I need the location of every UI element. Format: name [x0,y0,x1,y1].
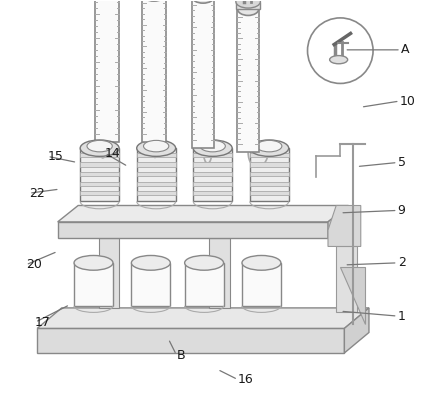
Polygon shape [99,238,119,308]
Ellipse shape [200,141,225,152]
Polygon shape [80,191,119,195]
Polygon shape [193,153,232,157]
Ellipse shape [137,140,175,156]
Ellipse shape [142,0,166,1]
Ellipse shape [132,256,170,270]
Polygon shape [137,172,175,176]
Polygon shape [137,153,175,157]
Polygon shape [250,153,289,157]
Text: 22: 22 [29,187,45,200]
Polygon shape [192,0,214,148]
Polygon shape [193,191,232,195]
Polygon shape [137,162,175,166]
Polygon shape [137,182,175,186]
Ellipse shape [250,140,289,156]
Text: 10: 10 [400,95,416,108]
Polygon shape [80,182,119,186]
Text: B: B [176,349,185,362]
Ellipse shape [236,0,260,8]
Polygon shape [37,308,369,328]
Polygon shape [250,191,289,195]
Polygon shape [193,162,232,166]
Polygon shape [250,162,289,166]
Text: 2: 2 [398,256,405,269]
Ellipse shape [87,141,112,152]
Ellipse shape [74,256,113,270]
Polygon shape [185,263,224,306]
Text: 9: 9 [398,204,405,217]
Polygon shape [80,162,119,166]
Text: 17: 17 [35,316,51,329]
Ellipse shape [80,140,119,156]
Ellipse shape [256,141,282,152]
Polygon shape [37,328,344,353]
Polygon shape [193,148,232,201]
Polygon shape [340,267,365,324]
Polygon shape [209,238,229,308]
Polygon shape [193,182,232,186]
Ellipse shape [185,256,224,270]
Polygon shape [193,172,232,176]
Ellipse shape [192,0,214,3]
Polygon shape [237,9,259,152]
Polygon shape [137,191,175,195]
Ellipse shape [144,141,169,152]
Polygon shape [142,0,166,142]
Polygon shape [242,263,281,306]
Polygon shape [236,2,260,9]
Polygon shape [132,263,170,306]
Ellipse shape [237,2,259,16]
Polygon shape [80,148,119,201]
Text: 16: 16 [238,373,254,386]
Ellipse shape [242,256,281,270]
Polygon shape [95,0,119,142]
Text: 20: 20 [26,259,42,271]
Ellipse shape [330,55,348,64]
Polygon shape [80,172,119,176]
Polygon shape [344,308,369,353]
Polygon shape [250,148,289,201]
Polygon shape [328,206,361,247]
Polygon shape [58,222,328,238]
Polygon shape [336,247,357,312]
Text: A: A [401,43,409,56]
Text: 5: 5 [398,156,406,169]
Text: 15: 15 [47,150,63,163]
Polygon shape [58,206,349,222]
Text: 14: 14 [105,147,120,159]
Polygon shape [250,182,289,186]
Polygon shape [80,153,119,157]
Ellipse shape [193,140,232,156]
Polygon shape [137,148,175,201]
Polygon shape [74,263,113,306]
Polygon shape [250,172,289,176]
Polygon shape [328,206,349,238]
Text: 1: 1 [398,309,405,323]
